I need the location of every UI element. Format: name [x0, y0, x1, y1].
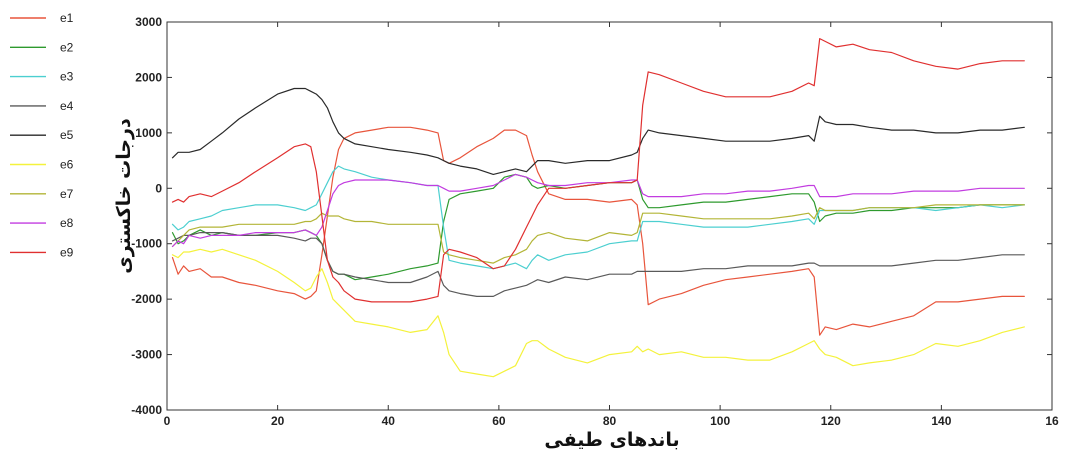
series-line-e8: [171, 173, 1025, 248]
series-line-e4: [171, 232, 1025, 297]
series-line-e2: [171, 173, 1025, 281]
series-line-e1: [171, 126, 1025, 336]
x-tick-label: 100: [710, 414, 730, 428]
legend-label: e3: [60, 70, 74, 84]
legend-item-e3: e3: [10, 70, 74, 84]
legend-label: e8: [60, 216, 74, 230]
x-tick-label: 80: [603, 414, 617, 428]
y-tick-label: 2000: [135, 70, 162, 84]
legend-item-e7: e7: [10, 187, 74, 201]
x-tick-label: 0: [164, 414, 171, 428]
axis-ticks: 0 20 40 60 80 100 120 140 16 3000 2000 1000 0 -1000 -2…: [131, 15, 1059, 428]
x-axis-label: باندهای طیفی: [544, 429, 679, 451]
y-axis-label: درجات خاکستری: [113, 118, 135, 274]
x-tick-label: 60: [492, 414, 506, 428]
legend-label: e6: [60, 158, 74, 172]
legend-label: e1: [60, 11, 74, 25]
y-tick-label: -3000: [131, 348, 162, 362]
legend-item-e5: e5: [10, 128, 74, 142]
legend-item-e2: e2: [10, 40, 74, 54]
y-tick-label: 0: [155, 181, 162, 195]
legend-item-e4: e4: [10, 99, 74, 113]
series-layer: [171, 37, 1025, 378]
series-line-e9: [171, 37, 1025, 303]
y-tick-label: 3000: [135, 15, 162, 29]
x-tick-label: 40: [382, 414, 396, 428]
legend-item-e1: e1: [10, 11, 74, 25]
x-tick-label: 16: [1045, 414, 1059, 428]
legend-label: e4: [60, 99, 74, 113]
x-tick-label: 140: [931, 414, 951, 428]
x-tick-label: 120: [821, 414, 841, 428]
legend-label: e7: [60, 187, 74, 201]
legend-item-e8: e8: [10, 216, 74, 230]
y-tick-label: 1000: [135, 126, 162, 140]
series-line-e6: [171, 248, 1025, 378]
y-tick-label: -4000: [131, 403, 162, 417]
legend-label: e9: [60, 245, 74, 259]
series-line-e3: [171, 165, 1025, 270]
series-line-e5: [171, 87, 1025, 175]
legend: e1 e2 e3 e4 e5 e6 e7 e8 e9: [10, 11, 74, 259]
y-tick-label: -2000: [131, 292, 162, 306]
legend-item-e6: e6: [10, 158, 74, 172]
legend-item-e9: e9: [10, 245, 74, 259]
series-line-e7: [171, 204, 1025, 264]
y-tick-label: -1000: [131, 237, 162, 251]
legend-label: e5: [60, 128, 74, 142]
legend-label: e2: [60, 40, 74, 54]
x-tick-label: 20: [271, 414, 285, 428]
